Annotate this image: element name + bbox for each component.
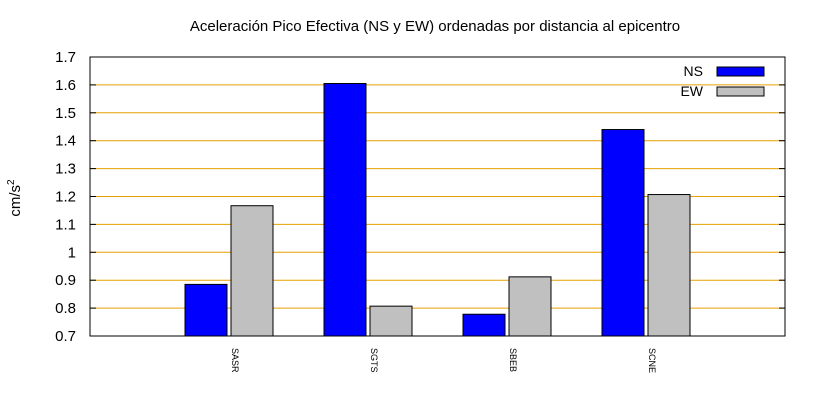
x-tick-label: SCNE (647, 348, 657, 373)
y-tick-label: 1.4 (55, 133, 76, 150)
legend-swatch-ew (716, 86, 765, 97)
x-tick-label: SGTS (369, 348, 379, 373)
y-tick-label: 1.5 (55, 105, 76, 122)
y-tick-label: 1.3 (55, 161, 76, 178)
y-tick-label: 1.7 (55, 49, 76, 66)
bar-ew-sasr (230, 205, 274, 337)
y-tick-label: 1.2 (55, 189, 76, 206)
bar-ew-scne (647, 194, 691, 337)
legend: NS EW (680, 63, 765, 99)
y-tick-label: 0.7 (55, 328, 76, 345)
y-axis-label-superscript: 2 (6, 179, 17, 185)
legend-label-ew: EW (680, 83, 703, 99)
y-tick-label: 1.1 (55, 216, 76, 233)
y-tick-label: 1 (68, 244, 76, 261)
x-axis: SASR SGTS SBEB SCNE (230, 348, 657, 373)
y-tick-label: 0.9 (55, 272, 76, 289)
bars (184, 83, 691, 337)
bar-ns-sbeb (462, 313, 506, 337)
x-tick-label: SASR (230, 348, 240, 373)
legend-label-ns: NS (684, 63, 703, 79)
y-axis-label-base: cm/s (7, 185, 24, 217)
bar-ns-sgts (323, 83, 367, 337)
y-tick-label: 0.8 (55, 300, 76, 317)
y-axis-label: cm/s2 (6, 179, 24, 217)
legend-swatch-ns (716, 66, 765, 77)
bar-ns-scne (601, 129, 645, 337)
bar-ew-sgts (369, 305, 413, 337)
bar-ns-sasr (184, 283, 228, 337)
y-axis: 0.7 0.8 0.9 1 1.1 1.2 1.3 1.4 1.5 1.6 1.7 (55, 49, 785, 345)
chart-title: Aceleración Pico Efectiva (NS y EW) orde… (190, 18, 680, 35)
grid-lines (90, 84, 785, 309)
x-tick-label: SBEB (508, 348, 518, 372)
bar-ew-sbeb (508, 276, 552, 337)
y-tick-label: 1.6 (55, 77, 76, 94)
